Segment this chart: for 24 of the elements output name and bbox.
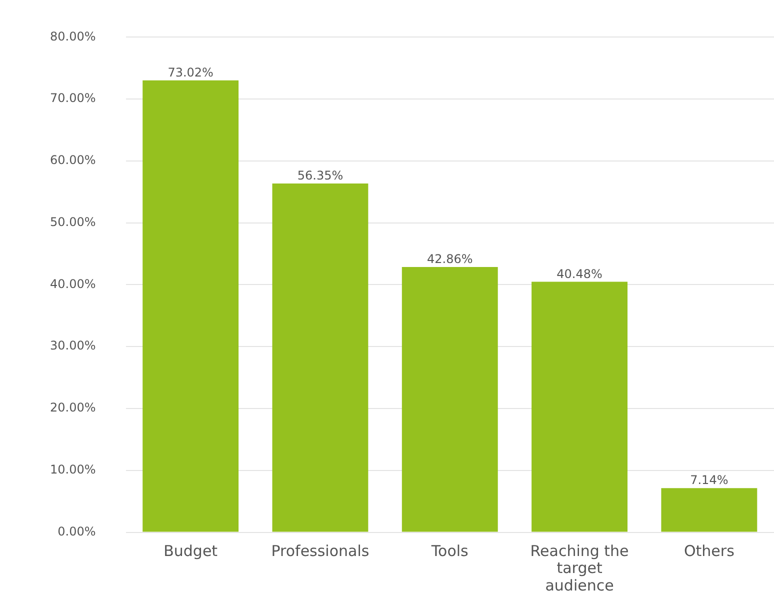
data-label: 73.02% [168, 66, 214, 80]
y-tick-label: 50.00% [50, 214, 96, 229]
bar [142, 80, 239, 532]
data-label: 40.48% [556, 266, 602, 281]
y-tick-label: 20.00% [50, 400, 96, 415]
y-tick-label: 10.00% [50, 462, 96, 476]
y-tick-label: 60.00% [50, 153, 96, 168]
x-tick-label: Others [684, 542, 735, 560]
y-tick-label: 80.00% [50, 29, 96, 44]
y-tick-label: 40.00% [50, 276, 96, 291]
x-tick-label: Reaching the target audience [530, 542, 629, 594]
data-label: 56.35% [297, 168, 344, 183]
y-tick-label: 0.00% [58, 524, 96, 538]
bar [272, 184, 368, 532]
x-tick-label: Tools [430, 542, 469, 560]
bar [402, 267, 498, 532]
data-label: 42.86% [426, 252, 473, 266]
data-label: 7.14% [690, 473, 728, 488]
x-tick-label: Professionals [271, 542, 370, 560]
bar [532, 282, 628, 532]
y-tick-label: 30.00% [50, 338, 96, 353]
x-tick-label: Budget [164, 542, 218, 560]
y-tick-label: 70.00% [50, 91, 96, 106]
bar [661, 488, 758, 532]
